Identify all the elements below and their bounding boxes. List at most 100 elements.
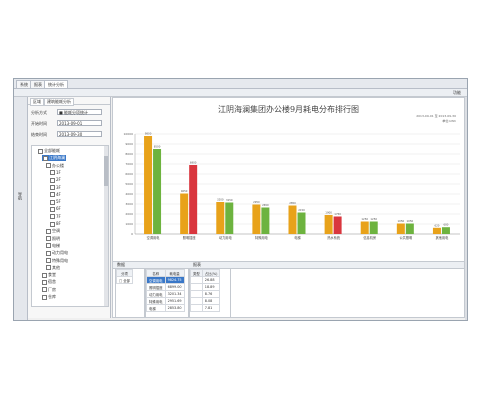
- category-table-panel: 分项 □ 全部: [115, 268, 145, 318]
- tree-node[interactable]: 照明: [46, 236, 60, 242]
- table-row[interactable]: 8.08: [190, 297, 221, 305]
- table-row[interactable]: 26.88: [190, 276, 221, 284]
- table-cell: 2853.80: [164, 304, 185, 312]
- tree-node[interactable]: 4F: [50, 192, 61, 198]
- tree-node[interactable]: 食堂: [42, 272, 56, 278]
- tree-node[interactable]: 特殊用电: [46, 258, 68, 264]
- table-row[interactable]: 空调用电 9824.75: [146, 276, 185, 284]
- tree-checkbox[interactable]: [46, 258, 51, 263]
- table-cell: 9824.75: [164, 276, 185, 284]
- tree-scrollbar[interactable]: [104, 146, 108, 306]
- bar-data-label: 1050: [398, 219, 405, 223]
- tree-checkbox[interactable]: [50, 206, 55, 212]
- left-nav-strip[interactable]: 导航: [14, 97, 28, 320]
- table-row[interactable]: 7.81: [190, 304, 221, 312]
- start-time-input[interactable]: 2013-09-01: [57, 120, 102, 126]
- chart-bar: [360, 221, 369, 234]
- tree-node-label: 2F: [56, 177, 61, 183]
- bar-data-label: 2650: [262, 203, 269, 207]
- tree-node[interactable]: 6F: [50, 206, 61, 212]
- tree-node[interactable]: 仓库: [42, 294, 56, 300]
- x-tick-label: 其他用电: [436, 235, 450, 240]
- tree-node[interactable]: 其他: [46, 265, 60, 271]
- building-tree[interactable]: 全部能耗江阴海澜办公楼 1F 2F 3F 4F 5F 6F 7F 8F 空调照明 电梯 动力用电特殊用…: [31, 145, 109, 307]
- tree-checkbox[interactable]: [46, 250, 51, 256]
- tree-node[interactable]: 2F: [50, 177, 61, 183]
- tree-node[interactable]: 5F: [50, 199, 61, 205]
- panel-tab-energy[interactable]: 建筑能耗分析: [44, 98, 74, 106]
- tree-checkbox[interactable]: [42, 279, 47, 285]
- tree-checkbox[interactable]: [50, 221, 55, 227]
- tree-node[interactable]: 全部能耗: [38, 148, 60, 154]
- tree-checkbox[interactable]: [50, 185, 55, 190]
- consumption-table-panel: 名称 耗电量 空调用电 9824.75 照明插座 6899.00 动力用电 3201.34 特殊…: [145, 268, 189, 318]
- bar-data-label: 1050: [407, 219, 414, 223]
- tree-node[interactable]: 8F: [50, 221, 61, 227]
- bottom-tab-data[interactable]: 数据: [117, 262, 125, 267]
- tree-node[interactable]: 1F: [50, 170, 61, 176]
- chart-bar: [216, 202, 225, 234]
- tree-node[interactable]: 电梯: [46, 243, 60, 249]
- table-row[interactable]: 电梯 2853.80: [146, 304, 185, 312]
- tree-node[interactable]: 7F: [50, 214, 61, 220]
- x-tick-label: 热水系统: [327, 235, 341, 240]
- tree-node[interactable]: 3F: [50, 185, 61, 191]
- tree-node-label: 江阴海澜: [49, 155, 65, 161]
- column-header[interactable]: 分项: [115, 269, 134, 277]
- tree-checkbox[interactable]: [50, 177, 55, 183]
- tree-node[interactable]: 宿舍: [42, 279, 56, 285]
- tree-checkbox[interactable]: [38, 148, 43, 154]
- tree-checkbox[interactable]: [43, 155, 48, 161]
- bar-data-label: 620: [434, 223, 439, 227]
- tree-scroll-thumb[interactable]: [104, 156, 108, 186]
- table-cell: 8.08: [201, 297, 221, 305]
- table-row[interactable]: 动力用电 3201.34: [146, 290, 185, 298]
- column-header[interactable]: 类型: [190, 269, 203, 277]
- tree-node[interactable]: 江阴海澜: [42, 155, 66, 162]
- chart-note-date: 2013-09-01 至 2013-09-30: [416, 114, 456, 118]
- column-header[interactable]: 占比(%): [201, 269, 221, 277]
- tree-node[interactable]: 办公楼: [46, 163, 64, 169]
- tree-checkbox[interactable]: [50, 192, 55, 198]
- tree-checkbox[interactable]: [46, 228, 51, 234]
- table-row[interactable]: 照明插座 6899.00: [146, 283, 185, 291]
- toolbar-function-button[interactable]: 功能: [453, 90, 461, 95]
- tree-node-label: 8F: [56, 221, 61, 226]
- tree-checkbox[interactable]: [50, 214, 55, 220]
- y-tick-label: 10000: [123, 132, 133, 136]
- column-header[interactable]: 名称: [146, 269, 166, 277]
- panel-tabs: 区域 建筑能耗分析: [28, 97, 110, 106]
- bar-data-label: 3200: [217, 198, 224, 202]
- tree-checkbox[interactable]: [46, 163, 51, 169]
- tree-checkbox[interactable]: [42, 272, 47, 278]
- end-time-label: 结束时间: [31, 132, 47, 137]
- table-row[interactable]: 8.76: [190, 290, 221, 298]
- tree-node[interactable]: 动力用电: [46, 250, 68, 256]
- bottom-tab-report[interactable]: 报表: [193, 262, 201, 267]
- tree-checkbox[interactable]: [46, 265, 51, 271]
- table-row[interactable]: 特殊用电 2951.69: [146, 297, 185, 305]
- tree-checkbox[interactable]: [42, 287, 47, 293]
- table-row[interactable]: 18.89: [190, 283, 221, 291]
- tree-node-label: 3F: [56, 184, 61, 190]
- column-header[interactable]: 耗电量: [164, 269, 185, 277]
- tree-node[interactable]: 厂房: [42, 287, 56, 293]
- tree-checkbox[interactable]: [46, 236, 51, 242]
- chart-bar: [252, 204, 261, 234]
- tree-checkbox[interactable]: [42, 294, 47, 300]
- table-row[interactable]: □ 全部: [115, 276, 134, 284]
- y-tick-label: 6000: [125, 172, 133, 176]
- tree-checkbox[interactable]: [50, 170, 55, 176]
- tree-node[interactable]: 空调: [46, 228, 60, 234]
- bar-data-label: 6900: [190, 161, 197, 165]
- analysis-mode-select[interactable]: ■ 能耗分项统计: [57, 109, 102, 115]
- tree-checkbox[interactable]: [50, 199, 55, 205]
- table-cell: □ 全部: [115, 276, 134, 284]
- tab-statistics[interactable]: 统计分析: [44, 80, 68, 89]
- tree-node-label: 全部能耗: [44, 148, 60, 153]
- tree-checkbox[interactable]: [46, 243, 51, 249]
- table-cell: 7.81: [201, 304, 221, 312]
- end-time-input[interactable]: 2013-09-30: [57, 131, 102, 137]
- panel-tab-area[interactable]: 区域: [30, 98, 44, 106]
- start-time-row: 开始时间 2013-09-01: [31, 120, 109, 127]
